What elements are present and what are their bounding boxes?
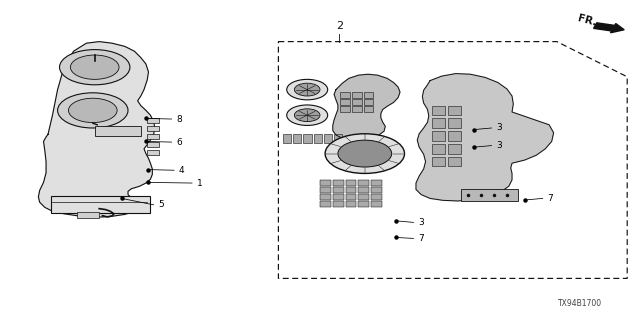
Circle shape bbox=[60, 50, 130, 85]
Text: 3: 3 bbox=[418, 218, 424, 227]
Bar bbox=[293, 134, 301, 143]
Bar bbox=[147, 126, 159, 131]
Text: FR.: FR. bbox=[576, 13, 597, 28]
Bar bbox=[358, 187, 369, 193]
Bar bbox=[147, 142, 159, 147]
Bar bbox=[371, 180, 382, 186]
Bar bbox=[147, 118, 159, 123]
Bar bbox=[147, 134, 159, 139]
Circle shape bbox=[287, 105, 328, 125]
Bar bbox=[352, 92, 362, 98]
Text: 8: 8 bbox=[176, 115, 182, 124]
Text: 5: 5 bbox=[158, 200, 164, 209]
Bar bbox=[461, 189, 518, 201]
Bar bbox=[324, 134, 332, 143]
Bar bbox=[358, 194, 369, 200]
Circle shape bbox=[68, 98, 117, 123]
Bar bbox=[51, 196, 150, 213]
Bar bbox=[358, 201, 369, 207]
Bar bbox=[333, 187, 344, 193]
Bar bbox=[320, 201, 331, 207]
Bar bbox=[346, 187, 356, 193]
Text: 6: 6 bbox=[176, 138, 182, 147]
Bar bbox=[283, 134, 291, 143]
Text: 1: 1 bbox=[196, 179, 202, 188]
Bar bbox=[333, 180, 344, 186]
Bar bbox=[340, 106, 350, 112]
Bar bbox=[448, 131, 461, 141]
Bar bbox=[95, 126, 141, 136]
Bar bbox=[346, 201, 356, 207]
Bar bbox=[314, 134, 322, 143]
Bar bbox=[432, 118, 445, 128]
Bar bbox=[448, 157, 461, 166]
Bar bbox=[371, 194, 382, 200]
Circle shape bbox=[287, 79, 328, 100]
Circle shape bbox=[58, 93, 128, 128]
Circle shape bbox=[294, 83, 320, 96]
Bar bbox=[432, 144, 445, 154]
Text: 4: 4 bbox=[179, 166, 184, 175]
Bar bbox=[448, 144, 461, 154]
Bar bbox=[371, 201, 382, 207]
Bar bbox=[333, 201, 344, 207]
Polygon shape bbox=[38, 42, 155, 217]
Bar bbox=[448, 106, 461, 115]
Circle shape bbox=[338, 140, 392, 167]
Bar bbox=[364, 92, 373, 98]
Text: 3: 3 bbox=[496, 124, 502, 132]
Bar bbox=[333, 194, 344, 200]
Bar bbox=[432, 106, 445, 115]
Text: 2: 2 bbox=[335, 20, 343, 31]
Bar bbox=[358, 180, 369, 186]
Polygon shape bbox=[416, 74, 554, 201]
Circle shape bbox=[70, 55, 119, 79]
Bar bbox=[364, 99, 373, 105]
Text: 7: 7 bbox=[547, 194, 553, 203]
Bar bbox=[432, 131, 445, 141]
Bar bbox=[320, 180, 331, 186]
Bar bbox=[371, 187, 382, 193]
Bar bbox=[364, 106, 373, 112]
Text: TX94B1700: TX94B1700 bbox=[557, 300, 602, 308]
Bar bbox=[303, 134, 312, 143]
Bar bbox=[352, 99, 362, 105]
Bar bbox=[320, 187, 331, 193]
FancyArrow shape bbox=[594, 23, 624, 33]
Bar bbox=[448, 118, 461, 128]
Bar bbox=[334, 134, 342, 143]
Circle shape bbox=[294, 109, 320, 122]
Text: 7: 7 bbox=[418, 234, 424, 243]
Text: 3: 3 bbox=[496, 141, 502, 150]
Bar bbox=[340, 92, 350, 98]
Circle shape bbox=[325, 134, 404, 173]
Bar bbox=[346, 194, 356, 200]
Bar bbox=[147, 150, 159, 155]
Bar bbox=[320, 194, 331, 200]
Bar bbox=[346, 180, 356, 186]
Bar bbox=[77, 212, 99, 218]
Bar bbox=[432, 157, 445, 166]
Bar bbox=[340, 99, 350, 105]
Polygon shape bbox=[333, 74, 400, 140]
Bar bbox=[352, 106, 362, 112]
